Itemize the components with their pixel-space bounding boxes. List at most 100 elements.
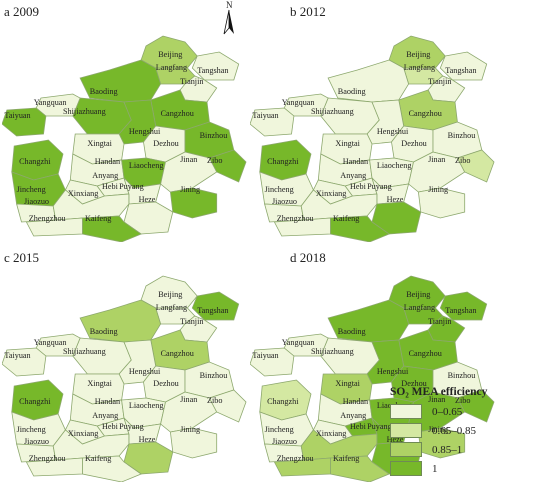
city-label-beijing: Beijing [158,290,182,299]
city-label-zhengzhou: Zhengzhou [277,454,314,463]
city-label-xinxiang: Xinxiang [316,189,346,198]
city-label-hengshui: Hengshui [377,127,409,136]
city-label-xingtai: Xingtai [335,379,360,388]
city-label-taiyuan: Taiyuan [4,111,30,120]
map-panel-b: Beijing Tangshan Langfang Tianjin Baoding Shi… [250,35,495,242]
map-panel-d: Beijing Tangshan Langfang Tianjin Baoding Shi… [250,275,495,482]
city-label-jincheng: Jincheng [17,185,46,194]
city-label-hebi: Hebi [102,422,119,431]
city-label-heze: Heze [387,195,404,204]
city-label-puyang: Puyang [119,182,144,191]
region-jining [417,187,466,219]
city-label-liaocheng: Liaocheng [129,161,164,170]
legend-swatch [390,423,422,438]
legend-item: 1 [390,459,550,478]
region-zibo [208,389,247,423]
city-label-binzhou: Binzhou [200,371,228,380]
city-label-anyang: Anyang [340,171,366,180]
city-label-cangzhou: Cangzhou [161,109,194,118]
city-label-puyang: Puyang [367,422,392,431]
city-label-jiaozuo: Jiaozuo [24,197,49,206]
region-tangshan [191,51,240,81]
map-regions [2,35,247,242]
city-label-hebi: Hebi [102,182,119,191]
city-label-handan: Handan [95,157,120,166]
region-hengshui [366,339,405,385]
city-label-cangzhou: Cangzhou [409,349,442,358]
map-panel-c: Beijing Tangshan Langfang Tianjin Baoding Shi… [2,275,247,482]
city-label-tianjin: Tianjin [428,77,451,86]
region-taiyuan [250,347,295,377]
legend-swatch [390,461,422,476]
city-label-anyang: Anyang [340,411,366,420]
region-shijiazhuang [72,97,132,135]
city-label-hebi: Hebi [350,422,367,431]
city-label-anyang: Anyang [92,171,118,180]
city-label-hengshui: Hengshui [377,367,409,376]
region-baoding [79,299,162,343]
region-tangshan [191,291,240,321]
city-label-yangquan: Yangquan [282,98,315,107]
region-hengshui [118,339,157,385]
city-label-jincheng: Jincheng [17,425,46,434]
region-taiyuan [2,347,47,377]
legend-item-label: 0–0.65 [432,405,463,418]
city-label-jinan: Jinan [428,395,445,404]
region-hengshui [118,99,157,145]
city-label-baoding: Baoding [338,327,366,336]
city-label-baoding: Baoding [90,87,118,96]
city-label-liaocheng: Liaocheng [377,161,412,170]
city-label-xingtai: Xingtai [87,139,112,148]
city-label-shijiazhuang: Shijiazhuang [311,107,354,116]
city-label-jining: Jining [428,185,448,194]
city-label-zibo: Zibo [207,396,222,405]
city-label-shijiazhuang: Shijiazhuang [63,107,106,116]
region-baoding [79,59,162,103]
city-label-handan: Handan [343,397,368,406]
city-label-jining: Jining [428,425,448,434]
city-label-shijiazhuang: Shijiazhuang [311,347,354,356]
city-label-changzhi: Changzhi [267,397,299,406]
city-label-binzhou: Binzhou [448,371,476,380]
region-jining [169,427,218,459]
city-label-jiaozuo: Jiaozuo [24,437,49,446]
city-label-shijiazhuang: Shijiazhuang [63,347,106,356]
legend-item-label: 1 [432,462,438,475]
city-label-jining: Jining [180,425,200,434]
city-label-zibo: Zibo [455,396,470,405]
city-label-langfang: Langfang [156,63,187,72]
city-label-liaocheng: Liaocheng [129,401,164,410]
region-tangshan [439,51,488,81]
north-label: N [226,0,233,10]
city-label-xinxiang: Xinxiang [68,429,98,438]
region-shijiazhuang [320,97,380,135]
city-label-tangshan: Tangshan [197,66,228,75]
city-label-kaifeng: Kaifeng [85,214,111,223]
city-label-xinxiang: Xinxiang [68,189,98,198]
city-label-jinan: Jinan [180,155,197,164]
city-label-dezhou: Dezhou [153,139,178,148]
city-label-cangzhou: Cangzhou [161,349,194,358]
city-label-yangquan: Yangquan [34,98,67,107]
region-taiyuan [2,107,47,137]
legend-swatch [390,404,422,419]
city-label-heze: Heze [387,435,404,444]
city-label-baoding: Baoding [90,327,118,336]
city-label-puyang: Puyang [119,422,144,431]
legend-item: 0.85–1 [390,440,550,459]
region-kaifeng [330,215,390,242]
city-label-kaifeng: Kaifeng [333,214,359,223]
city-label-taiyuan: Taiyuan [4,351,30,360]
city-label-handan: Handan [343,157,368,166]
city-label-tangshan: Tangshan [197,306,228,315]
city-label-beijing: Beijing [158,50,182,59]
city-label-langfang: Langfang [404,63,435,72]
city-label-heze: Heze [139,435,156,444]
city-label-jincheng: Jincheng [265,185,294,194]
legend-item-label: 0.65–0.85 [432,424,476,437]
city-label-kaifeng: Kaifeng [85,454,111,463]
city-label-dezhou: Dezhou [401,139,426,148]
region-zibo [456,389,495,423]
city-label-handan: Handan [95,397,120,406]
